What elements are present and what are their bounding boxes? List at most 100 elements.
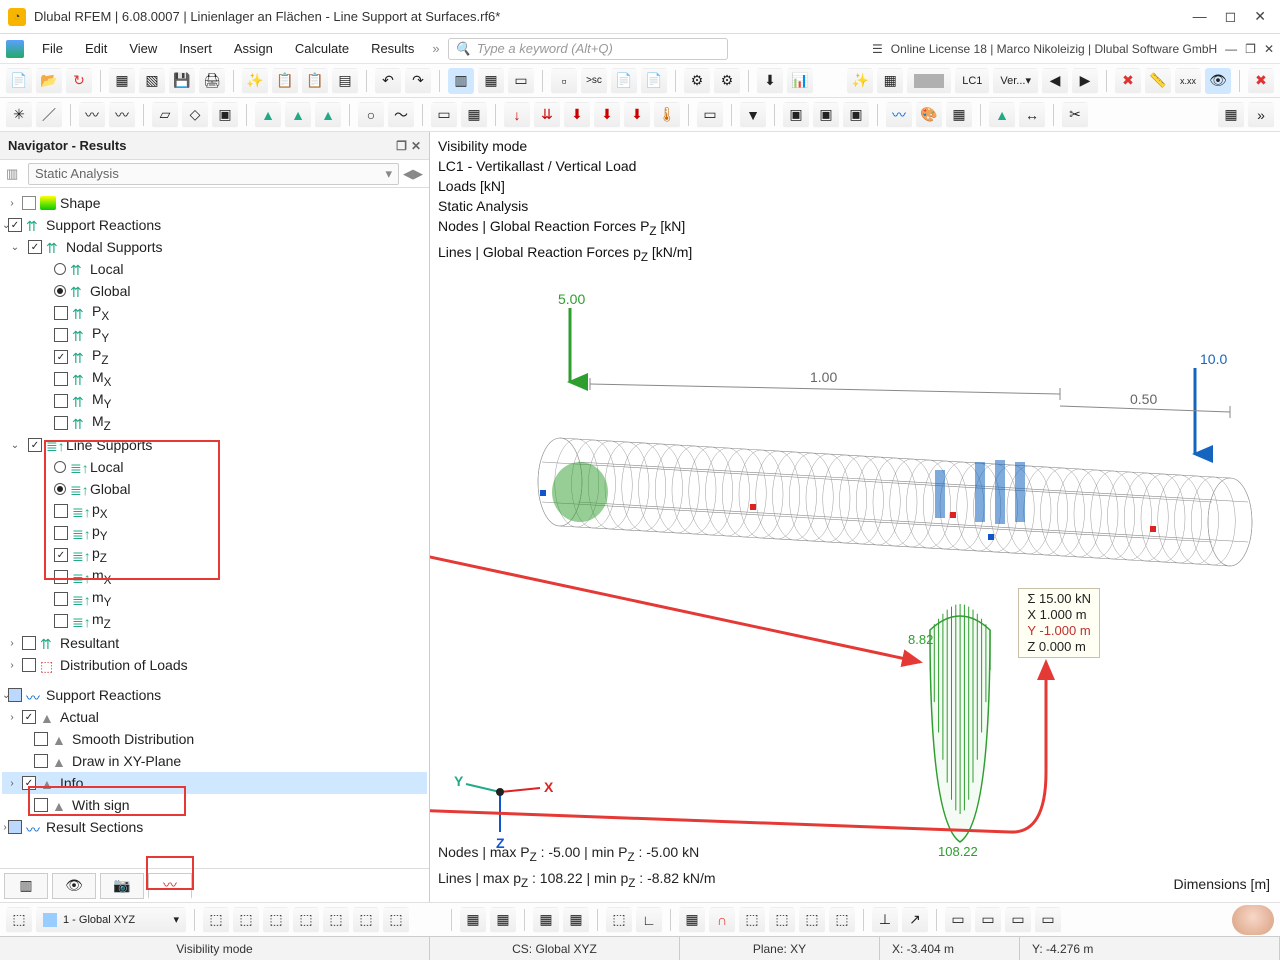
- loadcase-name[interactable]: Ver... ▾: [993, 68, 1038, 94]
- tree-actual[interactable]: Actual: [60, 709, 99, 725]
- navtab-display[interactable]: 👁: [52, 873, 96, 899]
- bt-5[interactable]: ⬚: [323, 907, 349, 933]
- tree-support-reactions[interactable]: Support Reactions: [46, 217, 161, 233]
- bt-4[interactable]: ⬚: [293, 907, 319, 933]
- minimize-button[interactable]: —: [1193, 8, 1207, 25]
- tb-model[interactable]: ▧: [139, 68, 165, 94]
- navtab-results[interactable]: 〰: [148, 873, 192, 899]
- results-tree[interactable]: ›Shape ⌄⇈Support Reactions ⌄⇈Nodal Suppo…: [0, 188, 429, 868]
- tb-lc-next[interactable]: ▶: [1072, 68, 1098, 94]
- tb-lc-edit[interactable]: ▦: [877, 68, 903, 94]
- tb2-hinge[interactable]: ○: [358, 102, 384, 128]
- bt-snap1[interactable]: ▦: [679, 907, 705, 933]
- tb2-filter[interactable]: ▼: [740, 102, 766, 128]
- bt-m3[interactable]: ▭: [1005, 907, 1031, 933]
- tb-save[interactable]: 💾: [169, 68, 195, 94]
- menu-calculate[interactable]: Calculate: [285, 37, 359, 60]
- bt-g4[interactable]: ▦: [563, 907, 589, 933]
- tb-reset[interactable]: ✖: [1248, 68, 1274, 94]
- menu-file[interactable]: File: [32, 37, 73, 60]
- bt-snap2[interactable]: ∩: [709, 907, 735, 933]
- avatar[interactable]: [1232, 905, 1274, 935]
- tree-lpx[interactable]: pX: [92, 501, 108, 521]
- tb2-view3[interactable]: ▣: [843, 102, 869, 128]
- tree-draw-xy[interactable]: Draw in XY-Plane: [72, 753, 181, 769]
- tb2-grid[interactable]: ▦: [1218, 102, 1244, 128]
- tb-eye[interactable]: 👁: [1205, 68, 1231, 94]
- bt-6[interactable]: ⬚: [353, 907, 379, 933]
- tb-doc2[interactable]: 📄: [641, 68, 667, 94]
- tb2-sec[interactable]: ▭: [431, 102, 457, 128]
- tb-calc[interactable]: ⚙: [684, 68, 710, 94]
- tree-resultant[interactable]: Resultant: [60, 635, 119, 651]
- tb2-mem[interactable]: 〰: [79, 102, 105, 128]
- tb2-sup1[interactable]: ▲: [255, 102, 281, 128]
- mdi-restore[interactable]: ❐: [1245, 42, 1256, 56]
- mdi-close[interactable]: ✕: [1264, 42, 1274, 56]
- menu-insert[interactable]: Insert: [169, 37, 222, 60]
- bt-snap3[interactable]: ⬚: [739, 907, 765, 933]
- tb-new[interactable]: 📄: [6, 68, 32, 94]
- bt-g5[interactable]: ⬚: [606, 907, 632, 933]
- tb2-iso[interactable]: ▦: [946, 102, 972, 128]
- tb2-overflow[interactable]: »: [1248, 102, 1274, 128]
- tb-redo[interactable]: ↷: [405, 68, 431, 94]
- tb-copy[interactable]: 📋: [272, 68, 298, 94]
- tb2-load3[interactable]: ⬇: [564, 102, 590, 128]
- tree-support-reactions-2[interactable]: Support Reactions: [46, 687, 161, 703]
- tree-line-supports[interactable]: Line Supports: [66, 437, 152, 453]
- tb2-sup-res[interactable]: ▲: [989, 102, 1015, 128]
- tb-tables[interactable]: ▤: [332, 68, 358, 94]
- tb2-graph[interactable]: 〰: [886, 102, 912, 128]
- tb2-view2[interactable]: ▣: [813, 102, 839, 128]
- tb2-surf[interactable]: ▱: [152, 102, 178, 128]
- bt-ortho[interactable]: ⊥: [872, 907, 898, 933]
- tb-print[interactable]: 🖨: [199, 68, 225, 94]
- analysis-combo[interactable]: Static Analysis▾: [28, 163, 399, 185]
- analysis-next[interactable]: ▶: [413, 166, 423, 182]
- tree-px[interactable]: PX: [92, 303, 109, 323]
- tree-lmy[interactable]: mY: [92, 589, 111, 609]
- tb-calc2[interactable]: ⚙: [714, 68, 740, 94]
- tb2-mat[interactable]: ▦: [461, 102, 487, 128]
- bt-7[interactable]: ⬚: [383, 907, 409, 933]
- tb-unit[interactable]: x.xx: [1175, 68, 1201, 94]
- tb2-load5[interactable]: ⬇: [624, 102, 650, 128]
- bt-snap4[interactable]: ⬚: [769, 907, 795, 933]
- tb2-load4[interactable]: ⬇: [594, 102, 620, 128]
- tb2-dim[interactable]: ↔: [1019, 102, 1045, 128]
- tb-lc-color[interactable]: [907, 68, 951, 94]
- bt-g2[interactable]: ▦: [490, 907, 516, 933]
- tree-dist-loads[interactable]: Distribution of Loads: [60, 657, 188, 673]
- tb-node[interactable]: ▫: [551, 68, 577, 94]
- bt-snap6[interactable]: ⬚: [829, 907, 855, 933]
- tree-info[interactable]: Info: [60, 775, 83, 791]
- tb-measure[interactable]: 📏: [1145, 68, 1171, 94]
- bt-g1[interactable]: ▦: [460, 907, 486, 933]
- tree-smooth[interactable]: Smooth Distribution: [72, 731, 194, 747]
- viewport-3d[interactable]: Visibility mode LC1 - Vertikallast / Ver…: [430, 132, 1280, 902]
- close-button[interactable]: ✕: [1254, 8, 1266, 25]
- tb2-color[interactable]: 🎨: [916, 102, 942, 128]
- navtab-views[interactable]: 📷: [100, 873, 144, 899]
- mdi-minimize[interactable]: —: [1225, 42, 1237, 56]
- bt-g3[interactable]: ▦: [533, 907, 559, 933]
- bt-m1[interactable]: ▭: [945, 907, 971, 933]
- tb-open[interactable]: 📂: [36, 68, 62, 94]
- bt-m4[interactable]: ▭: [1035, 907, 1061, 933]
- tb2-temp[interactable]: 🌡: [654, 102, 680, 128]
- menu-edit[interactable]: Edit: [75, 37, 117, 60]
- search-input[interactable]: 🔍 Type a keyword (Alt+Q): [448, 38, 728, 60]
- tb-block[interactable]: ▦: [109, 68, 135, 94]
- menu-overflow[interactable]: »: [426, 41, 445, 56]
- bt-3[interactable]: ⬚: [263, 907, 289, 933]
- tree-nodal-local[interactable]: Local: [90, 261, 123, 277]
- tb2-sup2[interactable]: ▲: [285, 102, 311, 128]
- tree-lpy[interactable]: pY: [92, 523, 108, 543]
- navtab-data[interactable]: ▥: [4, 873, 48, 899]
- tb-close[interactable]: ↻: [66, 68, 92, 94]
- tb-lc-new[interactable]: ✨: [847, 68, 873, 94]
- tb-nav[interactable]: ▥: [448, 68, 474, 94]
- tb-new2[interactable]: ✨: [242, 68, 268, 94]
- tree-my[interactable]: MY: [92, 391, 111, 411]
